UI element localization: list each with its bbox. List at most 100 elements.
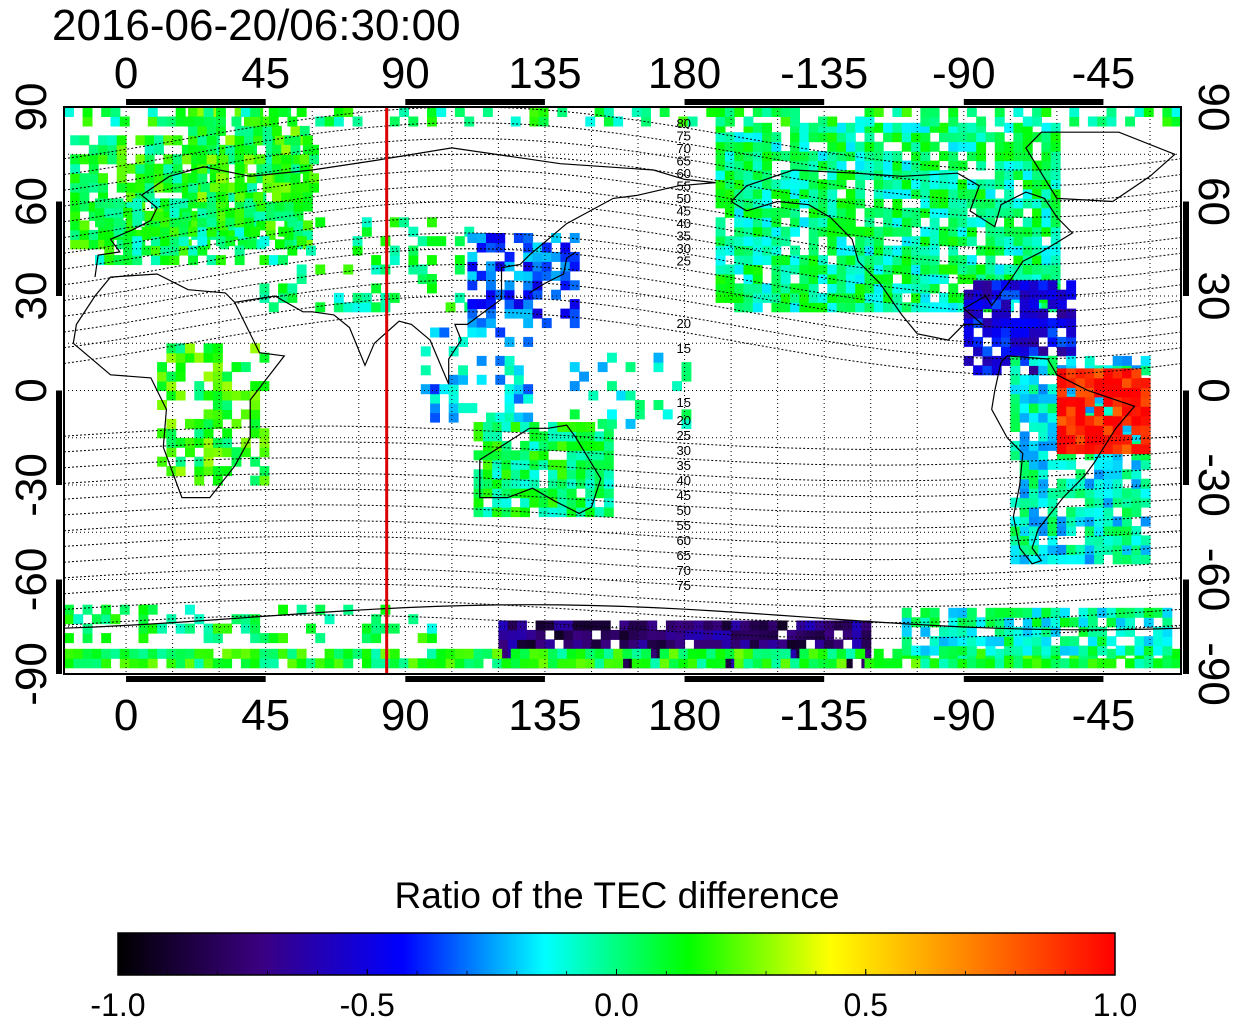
tec-cell [188,255,198,266]
top-lon-tick-label: -90 [932,49,996,98]
tec-cell [734,217,745,228]
tec-cell [116,154,127,165]
tec-cell [64,658,74,669]
tec-cell [467,233,478,243]
tec-cell [352,245,363,256]
tec-cell [724,648,735,659]
tec-cell [501,488,512,499]
tec-cell [1115,645,1126,656]
tec-cell [510,478,521,489]
tec-cell [306,658,316,669]
tec-cell [864,274,875,284]
tec-cell [1094,415,1104,426]
tec-cell [126,182,136,193]
tec-cell [256,154,267,165]
tec-cell [957,226,968,237]
tec-cell [1143,645,1154,656]
tec-cell [966,255,977,266]
tec-cell [1094,434,1104,445]
tec-cell [389,217,400,228]
tec-cell [892,151,903,162]
tec-cell [762,236,772,247]
tec-cell [439,327,450,338]
tec-cell [1001,346,1011,357]
tec-cell [82,658,93,669]
tec-cell [333,302,344,313]
tec-cell [585,507,596,518]
tec-cell [482,440,493,451]
tec-cell [138,623,149,634]
tec-cell [188,192,198,203]
tec-cell [724,264,735,275]
tec-cell [569,381,580,392]
tec-cell [231,418,242,429]
tec-cell [1010,280,1021,291]
tec-cell [228,154,239,165]
tec-cell [1050,160,1061,171]
tec-cell [104,198,115,209]
tec-cell [994,617,1005,628]
tec-cell [1029,440,1039,451]
tec-cell [743,292,754,303]
tec-cell [1084,478,1095,489]
tec-cell [1013,170,1024,180]
tec-cell [1004,274,1014,284]
tec-cell [206,154,217,165]
tec-cell [982,355,993,366]
tec-cell [827,245,838,256]
tec-cell [222,390,233,401]
top-lon-tick-label: 90 [381,49,430,98]
tec-cell [703,639,714,650]
tec-cell [510,648,521,659]
tec-cell [976,188,987,199]
tec-cell [734,292,745,303]
tec-cell [1041,658,1052,669]
tec-cell [762,122,772,133]
tec-cell [1032,107,1042,117]
tec-cell [504,251,515,262]
tec-cell [976,122,987,133]
tec-cell [855,122,866,133]
tec-cell [842,629,853,640]
tec-cell [265,154,276,165]
tec-cell [132,245,143,256]
tec-cell [1001,327,1011,338]
tec-cell [1032,179,1042,190]
tec-cell [743,160,754,171]
tec-cell [1010,365,1021,376]
tec-cell [361,658,372,669]
tec-cell [495,412,506,423]
tec-cell [476,327,487,338]
tec-cell [1010,422,1021,432]
tec-cell [194,648,205,659]
tec-cell [771,217,782,228]
tec-cell [1143,607,1154,618]
tec-cell [240,390,251,401]
tec-cell [883,160,893,171]
tec-cell [222,466,233,477]
tec-cell [842,658,853,669]
tec-cell [247,182,257,193]
tec-cell [752,160,763,171]
tec-cell [762,198,772,209]
tec-cell [994,648,1005,659]
tec-cell [585,440,596,451]
tec-cell [814,639,825,650]
tec-cell [600,629,611,640]
tec-cell [678,116,689,127]
tec-cell [734,236,745,247]
tec-cell [734,255,745,266]
tec-cell [1022,226,1033,237]
tec-cell [343,107,354,117]
tec-cell [566,440,577,451]
tec-cell [203,623,214,634]
tec-cell [166,648,177,659]
tec-cell [743,283,754,294]
tec-cell [734,160,745,171]
tec-cell [911,255,921,266]
tec-cell [225,207,236,218]
tec-cell [1078,617,1089,628]
tec-cell [799,255,810,266]
tec-cell [1029,403,1039,414]
tec-cell [185,418,195,429]
